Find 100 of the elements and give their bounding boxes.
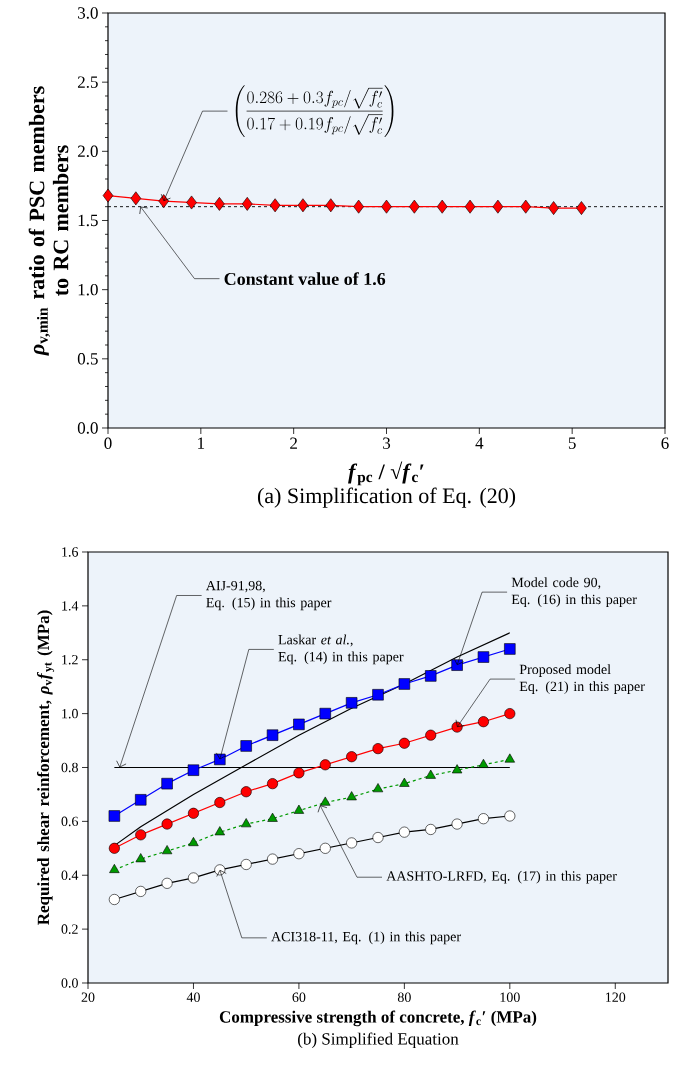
- x-tick-label: 100: [500, 992, 520, 1002]
- x-tick-label: 120: [606, 992, 626, 1002]
- annotation: $\left(\dfrac{0.286+0.3f_{pc}/\sqrt{f_c'}}{0.17+0.19f_{pc}/\sqrt{f_c'}}\right)$: [235, 85, 394, 138]
- point: [477, 716, 489, 728]
- point: [372, 832, 384, 844]
- y-tick-label: 1.5: [78, 214, 98, 227]
- point: [293, 848, 305, 860]
- x-tick-label: 3: [383, 437, 391, 449]
- point: [188, 837, 199, 847]
- y-tick-label: 0.8: [61, 762, 78, 773]
- point: [214, 196, 225, 211]
- point: [325, 198, 337, 213]
- point: [135, 853, 146, 863]
- point: [109, 863, 120, 873]
- point: [161, 877, 173, 889]
- y-tick-label: 1.6: [62, 547, 79, 557]
- point: [504, 810, 516, 822]
- point: [187, 872, 199, 884]
- point: [242, 196, 253, 211]
- point: [464, 199, 476, 214]
- y-tick-label: 0.2: [61, 924, 78, 934]
- point: [548, 201, 559, 215]
- point: [425, 670, 437, 682]
- point: [267, 778, 279, 790]
- point: [478, 758, 489, 768]
- x-tick-label: 0: [104, 437, 112, 450]
- point: [346, 837, 358, 849]
- y-tick-label: 2.0: [77, 145, 98, 158]
- point: [398, 737, 410, 749]
- point: [398, 826, 410, 838]
- point: [425, 769, 436, 779]
- point: [425, 823, 437, 835]
- point: [319, 707, 331, 720]
- point: [186, 195, 197, 210]
- point: [504, 708, 516, 720]
- point: [520, 199, 531, 214]
- point: [409, 199, 420, 214]
- text: (a) Simplification of Eq. (20): [257, 487, 516, 508]
- y-tick-label: 0.0: [77, 422, 98, 434]
- point: [398, 678, 411, 690]
- point: [240, 786, 252, 798]
- point: [345, 697, 358, 709]
- x-axis-title: Compressive strength of concrete, f$_{c}$′ (MPa): [219, 1010, 537, 1027]
- point: [108, 893, 120, 905]
- annotation: AASHTO-LRFD, Eq. (17) in this paper: [386, 870, 617, 884]
- point: [319, 842, 331, 854]
- point: [187, 807, 199, 819]
- x-tick-label: 1: [198, 437, 205, 449]
- y-tick-label: 0.6: [61, 816, 79, 827]
- point: [320, 796, 331, 806]
- point: [399, 777, 410, 787]
- point: [372, 783, 384, 793]
- point: [576, 201, 587, 215]
- point: [492, 199, 504, 214]
- point: [436, 199, 448, 214]
- point: [319, 759, 331, 771]
- y-tick-label: 1.2: [62, 655, 78, 665]
- annotation: ACI318-11, Eq. (1) in this paper: [271, 931, 461, 945]
- point: [135, 829, 147, 841]
- y-axis-title: Required shear reinforcement, ρ$_{v}$f$_{yt}$ (MPa): [36, 610, 55, 925]
- point: [240, 740, 252, 752]
- point: [353, 199, 364, 214]
- x-tick-label: 5: [568, 437, 576, 449]
- y-tick-label: 3.0: [78, 7, 98, 19]
- x-tick-label: 60: [292, 992, 306, 1002]
- point: [108, 842, 120, 854]
- point: [267, 853, 279, 865]
- point: [504, 753, 515, 763]
- point: [297, 198, 309, 213]
- x-tick-label: 40: [186, 992, 200, 1002]
- x-tick-label: 4: [475, 437, 484, 449]
- text: (b) Simplified Equation: [298, 1032, 459, 1049]
- point: [451, 818, 463, 830]
- point: [346, 791, 357, 801]
- x-tick-label: 20: [81, 992, 95, 1002]
- point: [381, 199, 392, 214]
- point: [425, 729, 437, 741]
- point: [267, 812, 278, 822]
- x-tick-label: 2: [290, 437, 297, 449]
- point: [135, 794, 147, 806]
- point: [269, 198, 281, 213]
- x-axis-title: f$_{pc}$ / √f$_{c}$′: [348, 461, 424, 486]
- point: [372, 689, 384, 701]
- point: [293, 804, 305, 814]
- point: [187, 764, 200, 776]
- point: [266, 729, 279, 741]
- point: [372, 743, 384, 755]
- y-tick-label: 0.4: [61, 870, 79, 881]
- annotation: Model code 90, Eq. (16) in this paper: [511, 577, 637, 607]
- y-tick-label: 2.5: [77, 76, 98, 88]
- ref-line-label: Constant value of 1.6: [224, 272, 386, 286]
- point: [135, 885, 147, 897]
- y-tick-label: 1.4: [62, 601, 79, 611]
- y-tick-label: 0.0: [61, 978, 78, 988]
- point: [241, 818, 252, 828]
- point: [130, 191, 142, 206]
- point: [477, 813, 489, 825]
- point: [214, 826, 225, 836]
- annotation: AIJ-91,98, Eq. (15) in this paper: [205, 580, 332, 611]
- y-tick-label: 1.0: [78, 283, 98, 296]
